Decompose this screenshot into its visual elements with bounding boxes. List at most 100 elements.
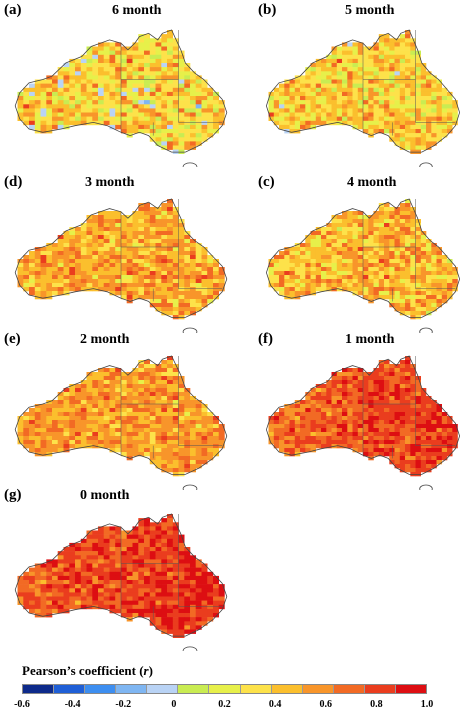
- map-grid-cell: [321, 83, 327, 88]
- map-grid-cell: [294, 267, 301, 272]
- map-grid-cell: [363, 239, 369, 244]
- map-grid-cell: [300, 91, 306, 97]
- map-grid-cell: [389, 392, 395, 397]
- map-grid-cell: [178, 75, 185, 80]
- map-grid-cell: [75, 580, 81, 585]
- map-grid-cell: [310, 247, 316, 252]
- map-grid-cell: [86, 58, 93, 64]
- map-grid-cell: [289, 267, 295, 272]
- map-grid-cell: [103, 58, 110, 64]
- map-grid-cell: [441, 129, 448, 134]
- map-grid-cell: [103, 432, 110, 437]
- map-grid-cell: [149, 596, 156, 601]
- map-grid-cell: [326, 392, 332, 397]
- map-grid-cell: [98, 239, 104, 244]
- map-grid-cell: [63, 440, 70, 445]
- map-grid-cell: [184, 580, 191, 585]
- map-grid-cell: [273, 283, 280, 288]
- map-grid-cell: [342, 408, 348, 413]
- map-grid-cell: [441, 444, 448, 449]
- tasmania-outline: [182, 327, 198, 333]
- map-grid-cell: [144, 215, 150, 220]
- map-grid-cell: [184, 91, 191, 97]
- map-grid-cell: [347, 436, 353, 441]
- map-grid-cell: [86, 559, 93, 564]
- map-grid-cell: [63, 563, 70, 568]
- map-grid-cell: [321, 275, 327, 280]
- map-grid-cell: [352, 231, 358, 236]
- map-grid-cell: [352, 215, 358, 220]
- map-grid-cell: [336, 388, 343, 393]
- map-grid-cell: [109, 372, 116, 377]
- map-grid-cell: [184, 307, 191, 312]
- map-grid-cell: [342, 223, 348, 228]
- map-grid-cell: [190, 424, 196, 429]
- map-grid-cell: [279, 416, 285, 421]
- map-grid-cell: [167, 120, 173, 126]
- map-grid-cell: [394, 283, 400, 288]
- map-grid-cell: [420, 295, 427, 300]
- map-grid-cell: [315, 283, 322, 288]
- map-grid-cell: [410, 376, 416, 381]
- map-grid-cell: [40, 112, 47, 117]
- map-grid-cell: [138, 436, 145, 441]
- map-grid-cell: [121, 129, 127, 134]
- map-grid-cell: [121, 563, 127, 568]
- map-grid-cell: [207, 416, 214, 421]
- map-grid-cell: [17, 584, 24, 589]
- map-grid-cell: [415, 307, 421, 312]
- map-grid-cell: [368, 372, 374, 377]
- map-grid-cell: [347, 440, 353, 445]
- map-grid-cell: [126, 259, 133, 264]
- map-grid-cell: [394, 384, 400, 389]
- map-grid-cell: [138, 555, 145, 560]
- map-grid-cell: [109, 287, 116, 292]
- map-grid-cell: [279, 275, 285, 280]
- map-grid-cell: [34, 440, 41, 445]
- map-grid-cell: [190, 400, 196, 405]
- map-grid-cell: [103, 63, 110, 68]
- map-grid-cell: [184, 412, 191, 417]
- map-grid-cell: [92, 592, 99, 597]
- map-grid-cell: [431, 137, 437, 142]
- map-grid-cell: [155, 227, 162, 232]
- map-grid-cell: [218, 592, 225, 597]
- map-grid-cell: [57, 235, 64, 240]
- map-grid-cell: [352, 83, 358, 88]
- map-grid-cell: [172, 251, 179, 256]
- map-grid-cell: [405, 42, 411, 47]
- map-grid-cell: [98, 604, 104, 610]
- map-grid-cell: [103, 46, 110, 51]
- map-grid-cell: [126, 54, 133, 60]
- map-grid-cell: [167, 299, 173, 304]
- map-grid-cell: [161, 432, 168, 437]
- map-grid-cell: [161, 621, 168, 626]
- map-grid-cell: [144, 538, 150, 544]
- map-grid-cell: [426, 116, 432, 121]
- map-grid-cell: [34, 571, 41, 577]
- map-grid-cell: [155, 613, 162, 618]
- map-grid-cell: [310, 291, 316, 296]
- map-grid-cell: [155, 307, 162, 312]
- map-grid-cell: [420, 120, 427, 126]
- map-grid-cell: [86, 388, 93, 393]
- map-grid-cell: [441, 100, 448, 105]
- map-grid-cell: [132, 412, 139, 417]
- map-grid-cell: [132, 404, 139, 409]
- map-grid-cell: [201, 271, 208, 276]
- map-grid-cell: [431, 460, 437, 465]
- map-grid-cell: [149, 580, 156, 585]
- map-grid-cell: [178, 58, 185, 64]
- map-grid-cell: [109, 247, 116, 252]
- map-grid-cell: [155, 571, 162, 577]
- map-grid-cell: [195, 120, 202, 126]
- map-grid-cell: [342, 416, 348, 421]
- map-grid-cell: [178, 271, 185, 276]
- map-grid-cell: [115, 380, 122, 385]
- map-grid-cell: [86, 255, 93, 260]
- map-grid-cell: [190, 120, 196, 126]
- map-grid-cell: [138, 42, 145, 47]
- map-grid-cell: [373, 87, 379, 93]
- map-grid-cell: [420, 424, 427, 429]
- map-grid-cell: [29, 275, 35, 280]
